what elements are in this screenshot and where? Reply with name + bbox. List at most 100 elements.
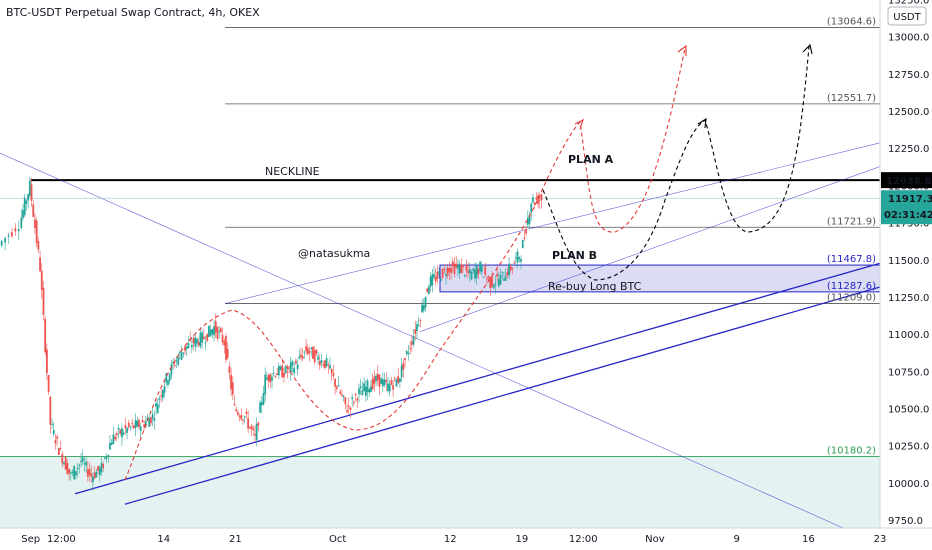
candle-body	[35, 220, 38, 243]
candle	[470, 269, 473, 281]
candle-body	[202, 336, 205, 340]
x-tick-label: Sep	[21, 534, 40, 545]
candle-body	[356, 398, 359, 401]
candle-body	[332, 373, 335, 377]
candle	[219, 326, 222, 334]
candle	[308, 346, 311, 362]
candle-body	[318, 361, 321, 366]
candle-body	[68, 468, 70, 474]
candle-body	[98, 467, 101, 476]
candle	[182, 352, 185, 358]
candle	[187, 336, 190, 349]
x-tick-label: 16	[802, 534, 815, 545]
candle	[124, 417, 127, 435]
candle-body	[393, 377, 396, 379]
candle	[497, 271, 500, 288]
candle-body	[390, 380, 393, 385]
candle	[23, 194, 26, 218]
candle-body	[52, 429, 55, 434]
candle-body	[426, 288, 429, 292]
candle	[472, 267, 475, 274]
last-price-tag	[881, 190, 932, 225]
candle-body	[308, 350, 311, 354]
candle	[448, 261, 451, 281]
candle	[284, 364, 287, 375]
candle	[334, 378, 337, 395]
candle-body	[399, 378, 401, 383]
candle-body	[78, 464, 81, 466]
candle-body	[352, 402, 355, 404]
candle-body	[458, 263, 461, 274]
candle-body	[115, 433, 118, 436]
candle	[532, 193, 534, 204]
candle-body	[504, 276, 507, 281]
candle-body	[373, 376, 376, 384]
candle-body	[378, 374, 381, 387]
candle-body	[47, 374, 50, 392]
candle	[153, 410, 156, 430]
candle	[439, 277, 442, 282]
candle-body	[114, 437, 117, 440]
candle	[520, 255, 522, 269]
candle-body	[499, 274, 502, 285]
candle	[359, 379, 362, 396]
candle	[119, 428, 122, 436]
candle	[289, 356, 292, 381]
candle	[436, 265, 439, 284]
candle	[327, 362, 330, 374]
candle-body	[265, 377, 268, 380]
candle	[102, 461, 105, 472]
candle	[426, 287, 429, 294]
candle-body	[518, 257, 521, 259]
x-tick-label: 21	[229, 534, 242, 545]
channel-upper-line	[74, 262, 881, 495]
candle	[274, 374, 277, 379]
candle	[73, 465, 76, 480]
candle	[134, 413, 137, 437]
candle-body	[371, 379, 374, 390]
candle-body	[276, 373, 279, 375]
candle-body	[74, 471, 77, 476]
candle	[192, 334, 195, 351]
candle-body	[535, 197, 538, 200]
y-tick-label: 11000.0	[888, 330, 929, 341]
candle-body	[407, 352, 410, 355]
candle-body	[508, 263, 510, 276]
plan-b-label: PLAN B	[552, 249, 597, 262]
candle-body	[485, 278, 488, 280]
candle-body	[80, 461, 82, 463]
candle-body	[190, 344, 193, 348]
candle-body	[334, 378, 337, 387]
candle	[399, 378, 401, 389]
candle	[61, 451, 64, 468]
candle	[57, 447, 60, 456]
candle-body	[496, 273, 499, 277]
candle-body	[291, 361, 294, 366]
candle	[421, 299, 423, 313]
plan-b-arrowhead	[802, 43, 813, 55]
candle	[69, 469, 72, 482]
candle	[516, 248, 519, 269]
candle-body	[7, 235, 10, 237]
candle	[206, 333, 209, 343]
candle	[4, 237, 7, 251]
candle-body	[66, 463, 69, 475]
candle	[445, 267, 447, 285]
candle	[109, 434, 111, 451]
candle	[288, 365, 290, 374]
neckline-price-tag	[881, 172, 932, 189]
candle	[450, 263, 452, 280]
candle-body	[214, 321, 217, 333]
candle-body	[455, 263, 458, 268]
candle-body	[225, 336, 227, 360]
candle-body	[523, 237, 526, 239]
candle-body	[434, 276, 437, 282]
candle	[45, 343, 48, 380]
candle-body	[475, 265, 478, 278]
y-tick-label: 10000.0	[888, 479, 929, 490]
candle-body	[230, 374, 232, 390]
candle	[424, 295, 427, 313]
candle	[172, 358, 175, 370]
candle	[213, 320, 215, 342]
